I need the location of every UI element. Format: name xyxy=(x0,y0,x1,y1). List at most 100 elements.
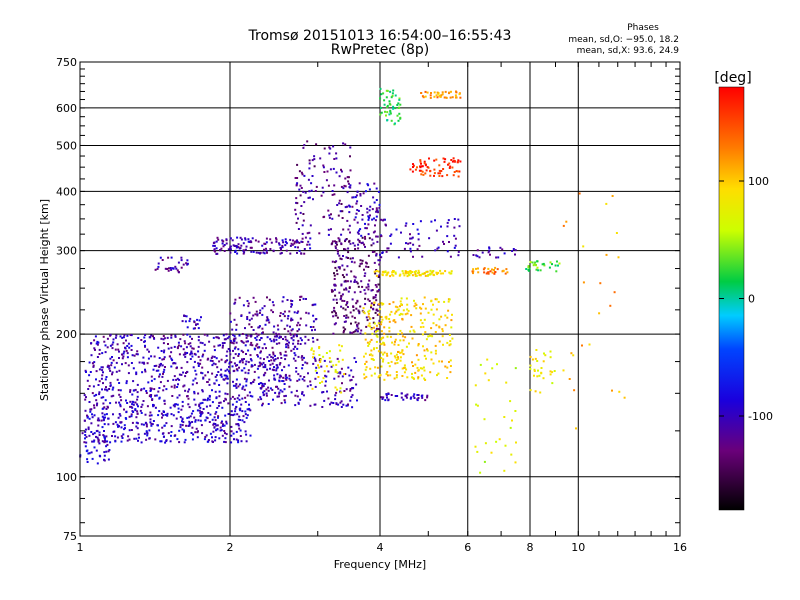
data-point xyxy=(236,413,239,416)
data-point xyxy=(333,284,336,287)
data-point xyxy=(143,387,146,390)
data-point xyxy=(303,174,306,177)
data-point xyxy=(122,336,125,339)
data-point xyxy=(399,103,402,106)
data-point xyxy=(120,435,123,438)
data-point xyxy=(311,387,314,390)
data-point xyxy=(334,369,337,372)
data-point xyxy=(184,375,187,378)
data-point xyxy=(573,389,576,392)
data-point xyxy=(375,187,378,190)
data-point xyxy=(348,287,351,289)
data-point xyxy=(141,371,144,374)
data-point xyxy=(409,250,412,253)
data-point xyxy=(237,424,240,427)
data-point xyxy=(419,326,422,329)
data-point xyxy=(413,397,416,399)
data-point xyxy=(385,373,388,375)
data-point xyxy=(213,416,216,419)
data-point xyxy=(172,378,175,381)
data-point xyxy=(333,278,336,280)
data-point xyxy=(191,426,194,429)
data-point xyxy=(364,292,367,295)
data-point xyxy=(135,425,138,428)
data-point xyxy=(176,386,179,388)
data-point xyxy=(254,313,257,316)
data-point xyxy=(562,369,565,372)
data-point xyxy=(353,291,356,294)
data-point xyxy=(390,310,393,313)
data-point xyxy=(471,270,474,273)
data-point xyxy=(452,157,455,160)
data-point xyxy=(127,342,130,345)
data-point xyxy=(453,171,456,173)
data-point xyxy=(209,413,212,416)
data-point xyxy=(356,190,359,193)
data-point xyxy=(373,217,375,220)
data-point xyxy=(405,270,407,273)
data-point xyxy=(161,259,164,261)
data-point xyxy=(123,350,126,353)
data-point xyxy=(376,313,379,316)
data-point xyxy=(426,166,429,168)
data-point xyxy=(150,424,153,427)
data-point xyxy=(551,263,553,266)
data-point xyxy=(186,395,189,397)
data-point xyxy=(485,272,488,275)
data-point xyxy=(343,276,346,279)
data-point xyxy=(106,389,109,392)
data-point xyxy=(105,376,108,378)
data-point xyxy=(87,388,90,390)
data-point xyxy=(200,411,203,413)
data-point xyxy=(437,246,440,249)
data-point xyxy=(457,250,460,253)
data-point xyxy=(411,236,414,239)
data-point xyxy=(117,348,120,351)
data-point xyxy=(338,202,341,205)
data-point xyxy=(255,332,258,335)
data-point xyxy=(424,307,427,310)
data-point xyxy=(274,391,277,394)
data-point xyxy=(231,365,234,368)
data-point xyxy=(435,308,438,311)
data-point xyxy=(394,356,397,359)
data-point xyxy=(184,351,187,354)
data-point xyxy=(385,393,388,396)
data-point xyxy=(279,314,282,317)
data-point xyxy=(109,357,112,360)
data-point xyxy=(233,413,236,416)
data-point xyxy=(136,403,139,406)
data-point xyxy=(338,266,341,269)
data-point xyxy=(207,357,210,360)
data-point xyxy=(413,330,416,333)
data-point xyxy=(375,209,378,212)
data-point xyxy=(218,395,221,398)
data-point xyxy=(149,394,152,396)
data-point xyxy=(217,238,220,241)
data-point xyxy=(383,343,386,346)
data-point xyxy=(304,191,307,194)
data-point xyxy=(170,434,172,437)
data-point xyxy=(377,190,380,193)
data-point xyxy=(98,393,101,396)
data-point xyxy=(178,429,181,432)
data-point xyxy=(375,274,378,277)
data-point xyxy=(476,450,479,453)
data-point xyxy=(396,104,399,106)
data-point xyxy=(200,316,202,319)
data-point xyxy=(378,263,381,266)
data-point xyxy=(263,390,266,393)
grid-lines xyxy=(80,62,680,536)
data-point xyxy=(113,430,116,433)
x-tick-label: 16 xyxy=(673,541,687,554)
data-point xyxy=(345,287,347,290)
data-point xyxy=(336,301,338,304)
data-point xyxy=(297,342,299,345)
data-point xyxy=(248,323,251,326)
data-point xyxy=(367,344,370,347)
data-point xyxy=(269,238,272,241)
data-point xyxy=(360,242,363,245)
data-point xyxy=(187,403,190,406)
data-point xyxy=(181,420,183,423)
data-point xyxy=(256,314,259,317)
